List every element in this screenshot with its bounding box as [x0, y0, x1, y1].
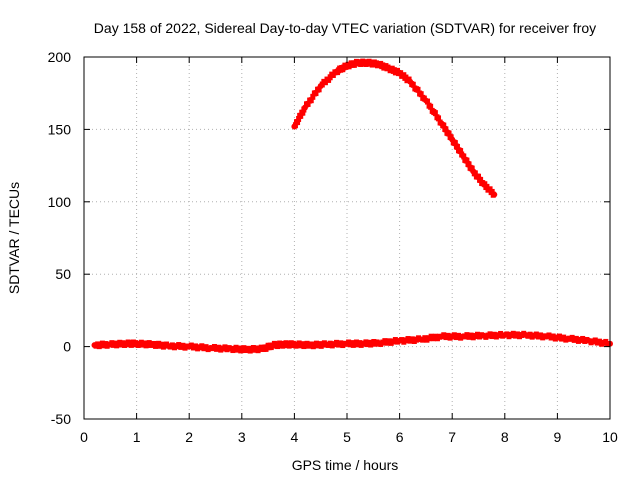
data-mark — [295, 119, 301, 126]
y-tick-label: 150 — [48, 121, 72, 137]
data-mark — [432, 110, 438, 117]
x-tick-label: 2 — [185, 429, 193, 445]
data-mark — [478, 176, 484, 183]
data-mark — [436, 115, 442, 122]
x-tick-label: 9 — [554, 429, 562, 445]
x-tick-label: 8 — [501, 429, 509, 445]
x-tick-label: 6 — [396, 429, 404, 445]
data-mark — [446, 130, 452, 137]
series-1 — [291, 58, 498, 198]
data-mark — [461, 153, 467, 160]
data-mark — [292, 122, 298, 129]
data-mark — [452, 140, 458, 147]
x-axis-label: GPS time / hours — [292, 457, 399, 473]
data-mark — [458, 148, 464, 155]
y-axis-label: SDTVAR / TECUs — [6, 182, 22, 294]
data-mark — [464, 157, 470, 164]
axis-ticks: 0 1 2 3 4 5 6 7 8 9 10 -50 0 50 100 150 200 — [48, 49, 618, 445]
x-tick-label: 4 — [291, 429, 299, 445]
data-mark — [441, 122, 447, 129]
x-tick-label: 0 — [80, 429, 88, 445]
y-tick-label: -50 — [51, 411, 71, 427]
data-mark — [296, 115, 302, 122]
data-mark — [415, 86, 421, 93]
data-mark — [305, 100, 311, 107]
x-tick-label: 7 — [448, 429, 456, 445]
y-tick-label: 0 — [63, 339, 71, 355]
data-mark — [428, 103, 434, 110]
data-mark — [308, 97, 314, 104]
data-mark — [424, 98, 430, 105]
data-mark — [472, 170, 478, 177]
data-mark — [410, 81, 416, 88]
data-point — [491, 191, 498, 198]
data-mark — [310, 93, 316, 100]
data-series — [91, 58, 613, 354]
data-mark — [298, 112, 304, 119]
y-tick-label: 50 — [55, 266, 71, 282]
data-mark — [454, 143, 460, 150]
x-tick-label: 3 — [238, 429, 246, 445]
data-mark — [300, 109, 306, 116]
data-mark — [316, 86, 322, 93]
data-mark — [476, 173, 481, 180]
data-mark — [418, 91, 424, 98]
chart-title: Day 158 of 2022, Sidereal Day-to-day VTE… — [94, 20, 596, 36]
data-mark — [443, 126, 449, 133]
y-tick-label: 100 — [48, 194, 72, 210]
x-tick-label: 5 — [343, 429, 351, 445]
data-mark — [313, 90, 319, 97]
y-tick-label: 200 — [48, 49, 72, 65]
x-tick-label: 10 — [602, 429, 618, 445]
series-2 — [91, 330, 613, 354]
grid — [84, 57, 610, 419]
data-mark — [466, 161, 472, 168]
x-tick-label: 1 — [133, 429, 141, 445]
